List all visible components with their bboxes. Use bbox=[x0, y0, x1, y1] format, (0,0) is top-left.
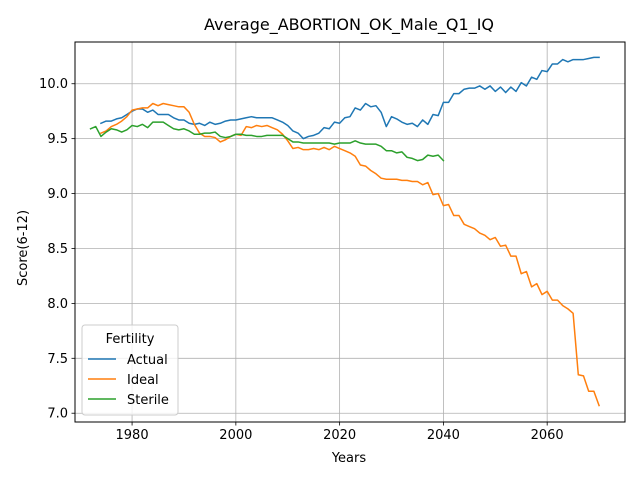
x-tick-label: 2000 bbox=[219, 428, 252, 443]
y-tick-label: 8.5 bbox=[47, 242, 68, 257]
legend: Fertility Actual Ideal Sterile bbox=[81, 324, 179, 416]
series-line-ideal bbox=[99, 102, 601, 407]
x-tick-label: 1980 bbox=[116, 428, 149, 443]
y-tick-label: 10.0 bbox=[39, 77, 68, 92]
y-axis-ticks: 7.0 7.5 8.0 8.5 9.0 9.5 10.0 bbox=[39, 77, 75, 422]
grid-lines bbox=[75, 42, 625, 422]
plot-series bbox=[89, 56, 601, 407]
axes-frame bbox=[74, 41, 626, 423]
legend-box bbox=[81, 324, 179, 416]
x-tick-label: 2040 bbox=[427, 428, 460, 443]
y-axis-label: Score(6-12) bbox=[16, 210, 31, 286]
legend-label-ideal: Ideal bbox=[127, 373, 159, 388]
y-tick-label: 7.5 bbox=[47, 352, 68, 367]
series-line-actual bbox=[99, 56, 600, 140]
y-tick-label: 8.0 bbox=[47, 297, 68, 312]
y-tick-label: 7.0 bbox=[47, 407, 68, 422]
x-tick-label: 2020 bbox=[323, 428, 356, 443]
y-tick-label: 9.0 bbox=[47, 187, 68, 202]
chart-title: Average_ABORTION_OK_Male_Q1_IQ bbox=[204, 15, 494, 35]
legend-title: Fertility bbox=[106, 332, 155, 347]
x-axis-ticks: 1980 2000 2020 2040 2060 bbox=[116, 422, 564, 443]
series-line-sterile bbox=[89, 121, 445, 162]
y-tick-label: 9.5 bbox=[47, 132, 68, 147]
x-axis-label: Years bbox=[331, 451, 367, 466]
x-tick-label: 2060 bbox=[531, 428, 564, 443]
legend-label-actual: Actual bbox=[127, 353, 168, 368]
legend-label-sterile: Sterile bbox=[127, 393, 169, 408]
